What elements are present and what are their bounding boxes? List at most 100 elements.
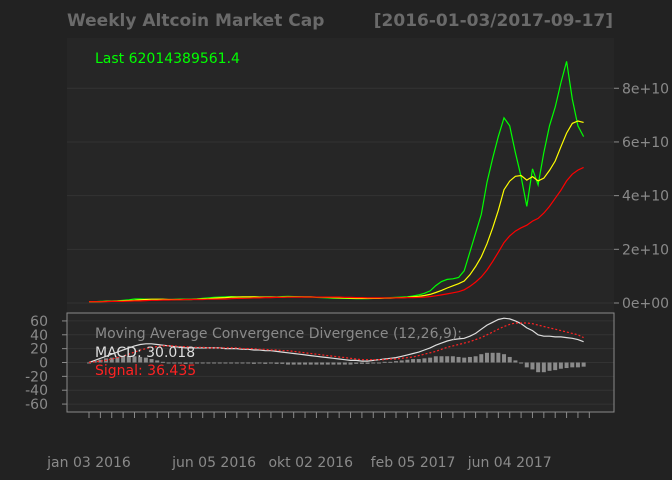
histogram-bar (467, 356, 472, 363)
histogram-bar (291, 362, 296, 365)
histogram-bar (359, 362, 364, 364)
series-sma_slow-line (89, 166, 584, 303)
histogram-bar (553, 362, 558, 371)
histogram-bar (246, 362, 251, 364)
macd-value-label: MACD: 30.018 (95, 345, 195, 361)
macd-y-tick-label: 40 (30, 328, 48, 344)
histogram-bar (513, 360, 518, 363)
histogram-bar (376, 362, 381, 364)
histogram-bar (285, 362, 290, 365)
macd-panel-border (66, 312, 615, 413)
last-value-label: Last 62014389561.4 (95, 51, 240, 67)
histogram-bar (422, 358, 427, 363)
main-grid (67, 87, 614, 304)
histogram-bar (223, 362, 228, 364)
macd-y-tick-label: 20 (30, 342, 48, 358)
histogram-bar (382, 361, 387, 363)
histogram-bar (121, 356, 126, 363)
histogram-bar (138, 356, 143, 363)
histogram-bar (354, 362, 359, 364)
histogram-bar (575, 362, 580, 368)
histogram-bar (337, 362, 342, 365)
histogram-bar (439, 356, 444, 363)
histogram-bar (200, 362, 205, 364)
histogram-bar (98, 359, 103, 363)
main-y-tick-label: 6e+10 (622, 135, 669, 151)
histogram-bar (445, 356, 450, 363)
histogram-bar (456, 356, 461, 363)
histogram-bar (558, 362, 563, 369)
signal-line (88, 322, 584, 364)
histogram-bar (183, 362, 188, 364)
histogram-bar (564, 362, 569, 369)
histogram-bar (530, 362, 535, 370)
histogram-bar (166, 362, 171, 364)
histogram-bar (394, 361, 399, 363)
histogram-bar (507, 356, 512, 363)
histogram-bar (399, 360, 404, 363)
histogram-bar (502, 354, 507, 363)
histogram-bar (177, 362, 182, 364)
x-tick-label: jan 03 2016 (46, 455, 131, 471)
histogram-bar (268, 362, 273, 364)
main-y-tick-label: 2e+10 (622, 242, 669, 258)
histogram-bar (217, 362, 222, 364)
histogram-bar (541, 362, 546, 373)
histogram-bar (331, 362, 336, 365)
histogram-bar (155, 360, 160, 363)
histogram-bar (365, 362, 370, 364)
histogram-bar (314, 362, 319, 365)
histogram-bar (484, 352, 489, 363)
histogram-bar (143, 357, 148, 363)
histogram-bar (172, 362, 177, 364)
histogram-bar (297, 362, 302, 365)
histogram-bar (547, 362, 552, 371)
x-tick-label: jun 04 2017 (467, 455, 552, 471)
main-y-axis: 0e+00 2e+10 4e+10 6e+10 8e+10 (614, 81, 669, 312)
histogram-bar (126, 356, 131, 363)
macd-panel-title: Moving Average Convergence Divergence (1… (95, 326, 462, 342)
histogram-bar (303, 362, 308, 365)
histogram-bar (229, 362, 234, 364)
histogram-bar (308, 362, 313, 365)
histogram-bar (519, 362, 524, 364)
histogram-bar (581, 362, 586, 367)
histogram-bar (234, 362, 239, 364)
histogram-bar (149, 359, 154, 363)
histogram-bar (195, 362, 200, 364)
histogram-bar (433, 356, 438, 363)
x-tick-label: jun 05 2016 (171, 455, 256, 471)
macd-lines-group (88, 317, 584, 364)
histogram-bar (251, 362, 256, 364)
histogram-bar (524, 362, 529, 368)
date-range: [2016-01-03/2017-09-17] (374, 11, 613, 31)
histogram-bar (411, 359, 416, 363)
main-panel (67, 38, 614, 313)
histogram-bar (348, 362, 353, 365)
histogram-bar (496, 352, 501, 363)
histogram-bar (280, 362, 285, 364)
histogram-bar (462, 357, 467, 363)
macd-y-tick-label: -40 (25, 383, 48, 399)
histogram-bar (189, 362, 194, 364)
histogram-bar (274, 362, 279, 364)
main-y-tick-label: 4e+10 (622, 189, 669, 205)
macd-y-tick-label: 60 (30, 314, 48, 330)
histogram-bar (450, 356, 455, 363)
x-tick-label: feb 05 2017 (371, 455, 456, 471)
macd-y-tick-label: 0 (39, 356, 48, 372)
main-y-tick-label: 0e+00 (622, 296, 669, 312)
main-series-group (89, 61, 585, 303)
macd-y-tick-label: -20 (25, 369, 48, 385)
signal-value-label: Signal: 36.435 (95, 363, 196, 379)
histogram-bar (87, 362, 91, 364)
histogram-bar (263, 362, 268, 364)
histogram-bar (240, 362, 245, 364)
histogram-bar (160, 361, 165, 363)
x-tick-label: okt 02 2016 (268, 455, 353, 471)
macd-y-tick-label: -60 (25, 397, 48, 413)
histogram-bar (115, 356, 120, 363)
main-y-tick-label: 8e+10 (622, 81, 669, 97)
